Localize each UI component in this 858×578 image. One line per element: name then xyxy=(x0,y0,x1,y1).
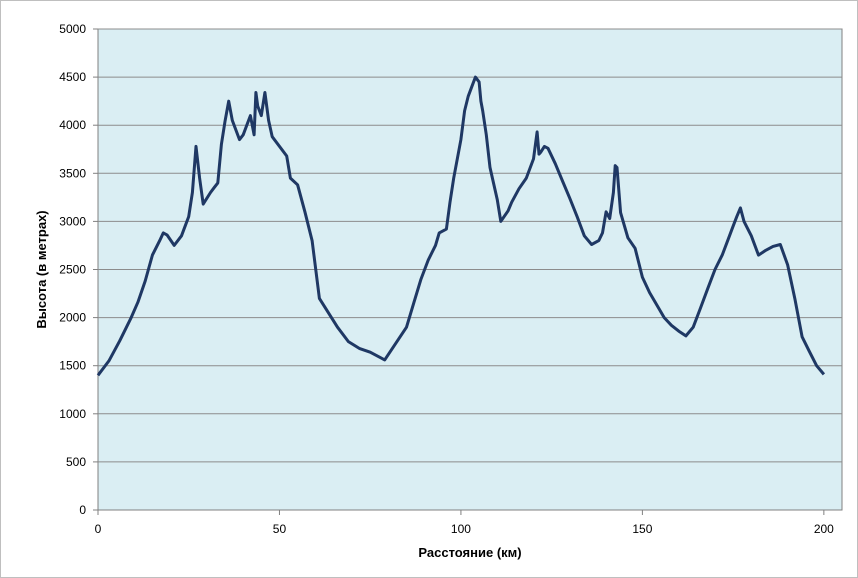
y-tick-label: 1000 xyxy=(59,407,86,421)
y-tick-label: 5000 xyxy=(59,22,86,36)
x-tick-label: 100 xyxy=(451,522,471,536)
tick-labels: 0500100015002000250030003500400045005000… xyxy=(59,22,834,536)
x-axis-title: Расстояние (км) xyxy=(418,545,521,560)
x-tick-label: 0 xyxy=(95,522,102,536)
y-tick-label: 3000 xyxy=(59,214,86,228)
y-tick-label: 2000 xyxy=(59,311,86,325)
y-tick-label: 3500 xyxy=(59,166,86,180)
x-tick-label: 150 xyxy=(632,522,652,536)
y-tick-label: 1500 xyxy=(59,359,86,373)
elevation-line xyxy=(96,75,826,377)
x-tick-label: 200 xyxy=(814,522,834,536)
y-tick-label: 2500 xyxy=(59,263,86,277)
y-tick-label: 4500 xyxy=(59,70,86,84)
y-axis-title: Высота (в метрах) xyxy=(34,210,49,328)
y-tick-label: 4000 xyxy=(59,118,86,132)
gridlines xyxy=(98,28,842,463)
y-tick-label: 500 xyxy=(66,455,86,469)
x-tick-label: 50 xyxy=(273,522,287,536)
y-tick-label: 0 xyxy=(79,503,86,517)
